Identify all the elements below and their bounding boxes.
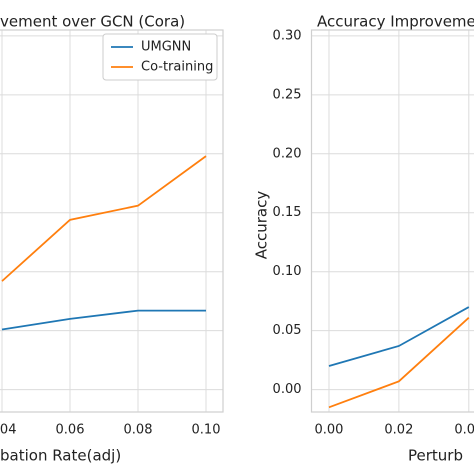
x-tick-label: 0.06 [56, 423, 85, 438]
series-line [1, 309, 206, 331]
y-tick-label: 0.15 [273, 205, 302, 220]
x-tick-label: 0.04 [454, 423, 474, 438]
y-tick-label: 0.00 [273, 382, 302, 397]
x-tick-label: 0.04 [0, 423, 16, 438]
legend-box [102, 33, 218, 81]
series-line [328, 306, 470, 367]
y-tick-label: 0.05 [273, 323, 302, 338]
chart-title: Accuracy Improvemen [317, 13, 474, 31]
x-tick-label: 0.02 [384, 423, 413, 438]
legend-label: UMGNN [141, 40, 191, 55]
y-tick-label: 0.10 [273, 264, 302, 279]
x-tick-label: 0.00 [315, 423, 344, 438]
x-tick-label: 0.08 [124, 423, 153, 438]
chart-title: vement over GCN (Cora) [0, 13, 185, 31]
plot-frame [310, 29, 474, 413]
x-axis-label: bation Rate(adj) [0, 447, 121, 465]
series-line [1, 155, 207, 282]
y-tick-label: 0.25 [273, 87, 302, 102]
x-tick-label: 0.10 [192, 423, 221, 438]
legend-label: Co-training [141, 60, 213, 75]
x-axis-label: Perturb [408, 447, 463, 465]
y-tick-label: 0.20 [273, 146, 302, 161]
plot-frame [0, 29, 224, 413]
series-line [328, 317, 470, 409]
y-axis-label: Accuracy [253, 191, 271, 260]
y-tick-label: 0.30 [273, 28, 302, 43]
